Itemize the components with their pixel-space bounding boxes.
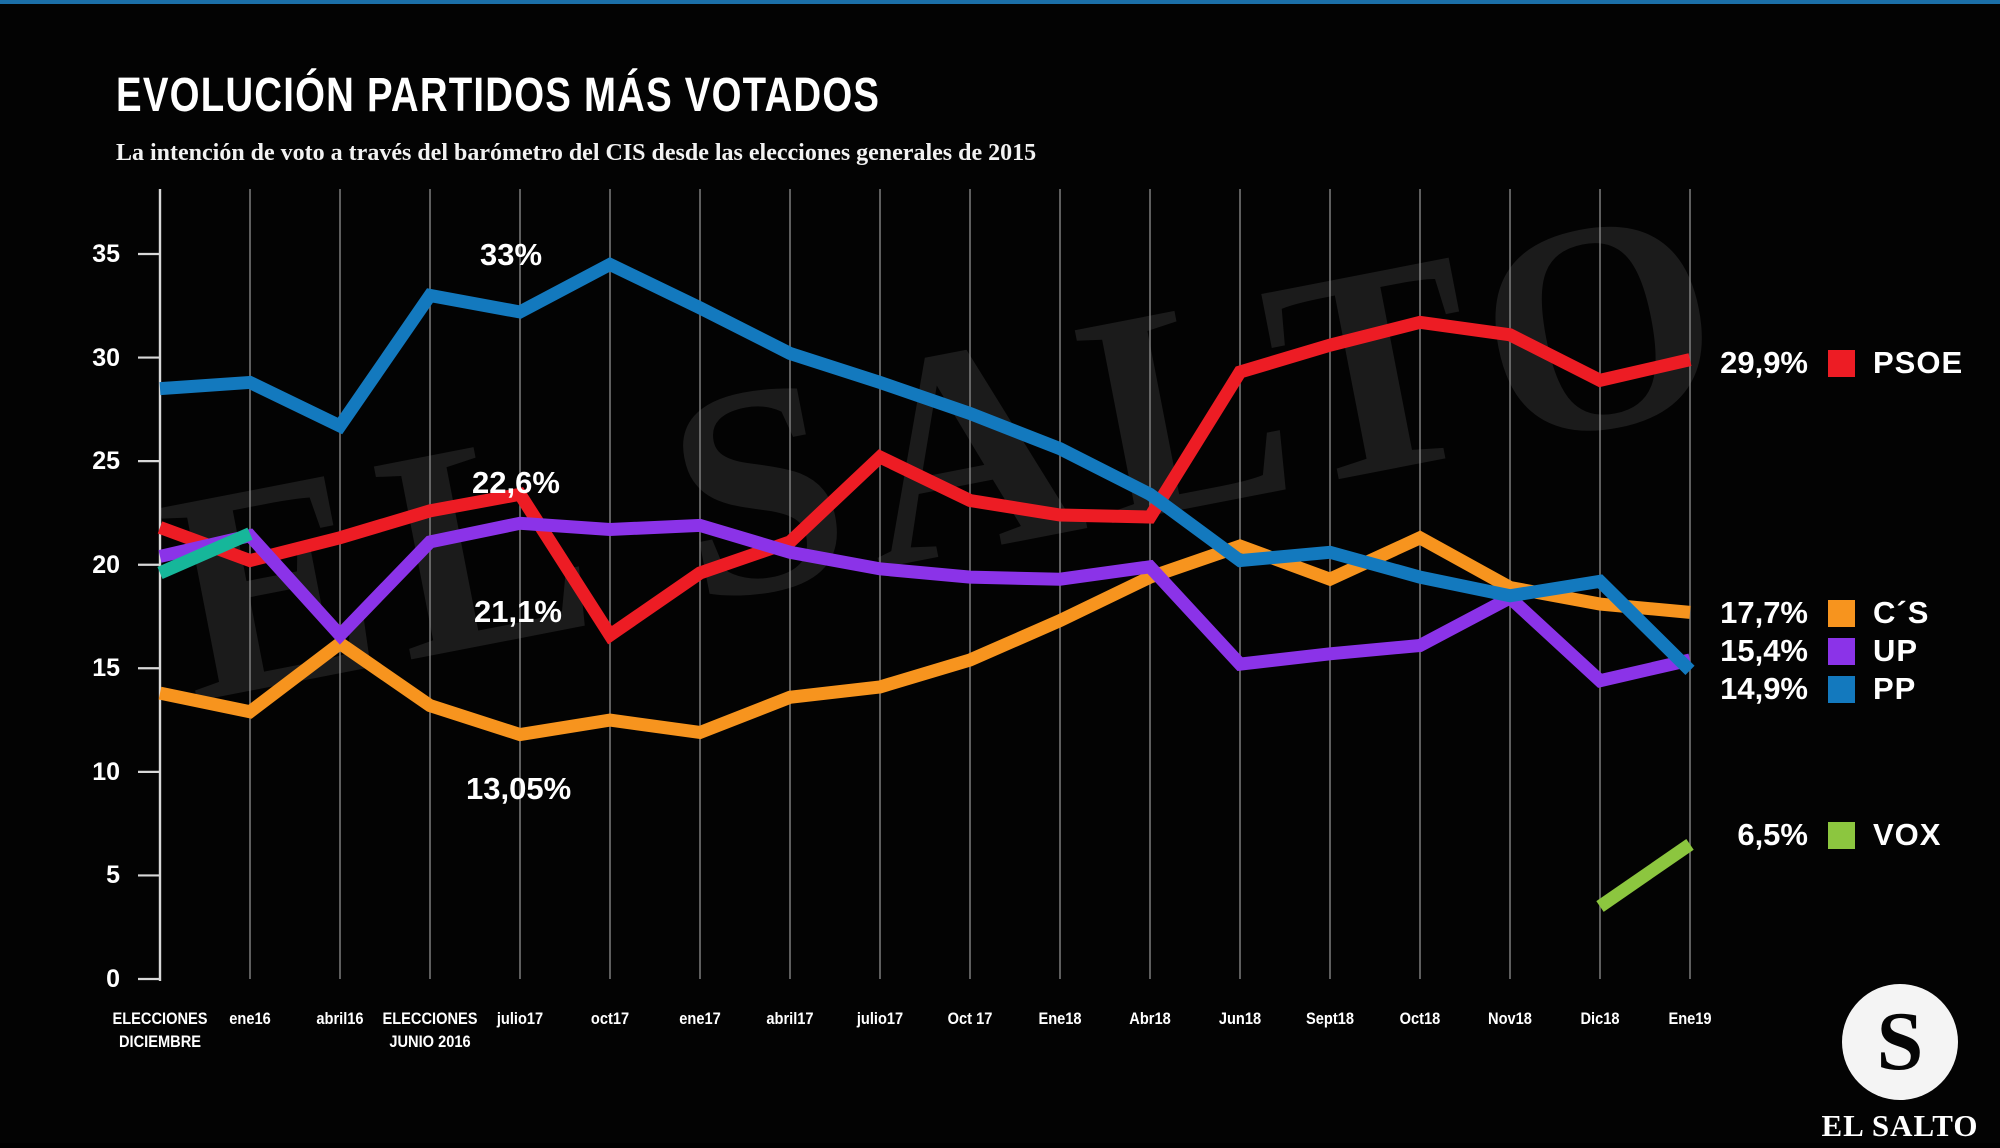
x-axis-label: oct17 xyxy=(590,1009,630,1028)
legend-value: 6,5% xyxy=(1737,817,1808,852)
series-line-cs xyxy=(158,530,1691,742)
legend-label: PP xyxy=(1873,671,1917,706)
x-axis-label: julio17 xyxy=(856,1009,904,1028)
chart-canvas: EL SALTO EVOLUCIÓN PARTIDOS MÁS VOTADOS … xyxy=(0,4,2000,1143)
legend-color-swatch-icon xyxy=(1828,675,1855,703)
y-axis-label: 15 xyxy=(92,654,120,683)
annotation-pp: 33% xyxy=(480,237,543,273)
legend-item-up[interactable]: 15,4% UP xyxy=(1700,632,1918,670)
series-line-up xyxy=(158,516,1692,688)
x-axis-label: ELECCIONES JUNIO 2016 xyxy=(382,1009,478,1051)
legend-color-swatch-icon xyxy=(1828,349,1855,377)
annotation-cs: 13,05% xyxy=(466,770,572,806)
y-axis-label: 25 xyxy=(92,447,120,476)
series-line-psoe xyxy=(157,315,1692,645)
legend-color-swatch-icon xyxy=(1828,821,1855,849)
x-axis-label: Nov18 xyxy=(1488,1009,1532,1028)
x-axis-label: abril16 xyxy=(316,1009,364,1028)
x-axis-label: Oct 17 xyxy=(947,1009,993,1028)
legend-label: VOX xyxy=(1873,817,1942,852)
x-axis-label: Ene19 xyxy=(1668,1009,1712,1028)
x-axis-label: ene16 xyxy=(229,1009,271,1028)
x-axis-label: julio17 xyxy=(496,1009,544,1028)
y-axis-label: 20 xyxy=(92,550,120,579)
y-axis-label: 35 xyxy=(92,240,120,268)
page-subtitle: La intención de voto a través del baróme… xyxy=(116,140,1037,166)
y-axis-label: 10 xyxy=(92,757,120,786)
legend-value: 17,7% xyxy=(1720,595,1808,630)
logo-circle-icon: S xyxy=(1842,984,1958,1100)
legend-value: 15,4% xyxy=(1720,633,1808,668)
y-axis-label: 0 xyxy=(106,965,120,993)
series-line-podemos xyxy=(157,527,253,579)
y-axis-label: 30 xyxy=(92,343,120,372)
x-axis-label: Ene18 xyxy=(1038,1009,1082,1028)
plot-area xyxy=(0,4,2000,1143)
legend-item-cs[interactable]: 17,7% C´S xyxy=(1700,594,1929,632)
line-chart-svg xyxy=(138,189,1695,981)
legend-item-pp[interactable]: 14,9% PP xyxy=(1700,670,1916,708)
annotation-up: 21,1% xyxy=(474,593,562,629)
legend-label: PSOE xyxy=(1873,345,1964,380)
x-axis-label: Jun18 xyxy=(1218,1009,1262,1028)
x-axis-label: Sept18 xyxy=(1306,1009,1354,1028)
logo-wordmark: EL SALTO xyxy=(1821,1108,1979,1143)
legend-value: 14,9% xyxy=(1720,671,1808,706)
annotation-psoe: 22,6% xyxy=(472,464,560,500)
legend-color-swatch-icon xyxy=(1828,599,1855,627)
top-accent-bar xyxy=(0,0,2000,4)
page-title: EVOLUCIÓN PARTIDOS MÁS VOTADOS xyxy=(116,69,881,122)
logo-monogram: S xyxy=(1876,995,1924,1088)
series-line-pp xyxy=(159,257,1695,675)
x-axis-label: ELECCIONES DICIEMBRE xyxy=(112,1009,208,1051)
x-axis-label: Oct18 xyxy=(1399,1009,1441,1028)
legend-color-swatch-icon xyxy=(1828,637,1855,665)
x-axis-label: Dic18 xyxy=(1580,1009,1620,1028)
y-axis-label: 5 xyxy=(106,861,120,890)
legend-item-vox[interactable]: 6,5% VOX xyxy=(1700,816,1941,854)
legend-label: C´S xyxy=(1873,595,1930,630)
x-axis-label: Abr18 xyxy=(1129,1009,1171,1028)
legend-item-psoe[interactable]: 29,9% PSOE xyxy=(1700,344,1963,382)
x-axis-label: abril17 xyxy=(766,1009,814,1028)
series-line-vox xyxy=(1596,839,1694,912)
legend-label: UP xyxy=(1873,633,1919,668)
el-salto-logo: S EL SALTO xyxy=(1820,984,1980,1143)
x-axis-label: ene17 xyxy=(679,1009,721,1028)
legend-value: 29,9% xyxy=(1720,345,1808,380)
